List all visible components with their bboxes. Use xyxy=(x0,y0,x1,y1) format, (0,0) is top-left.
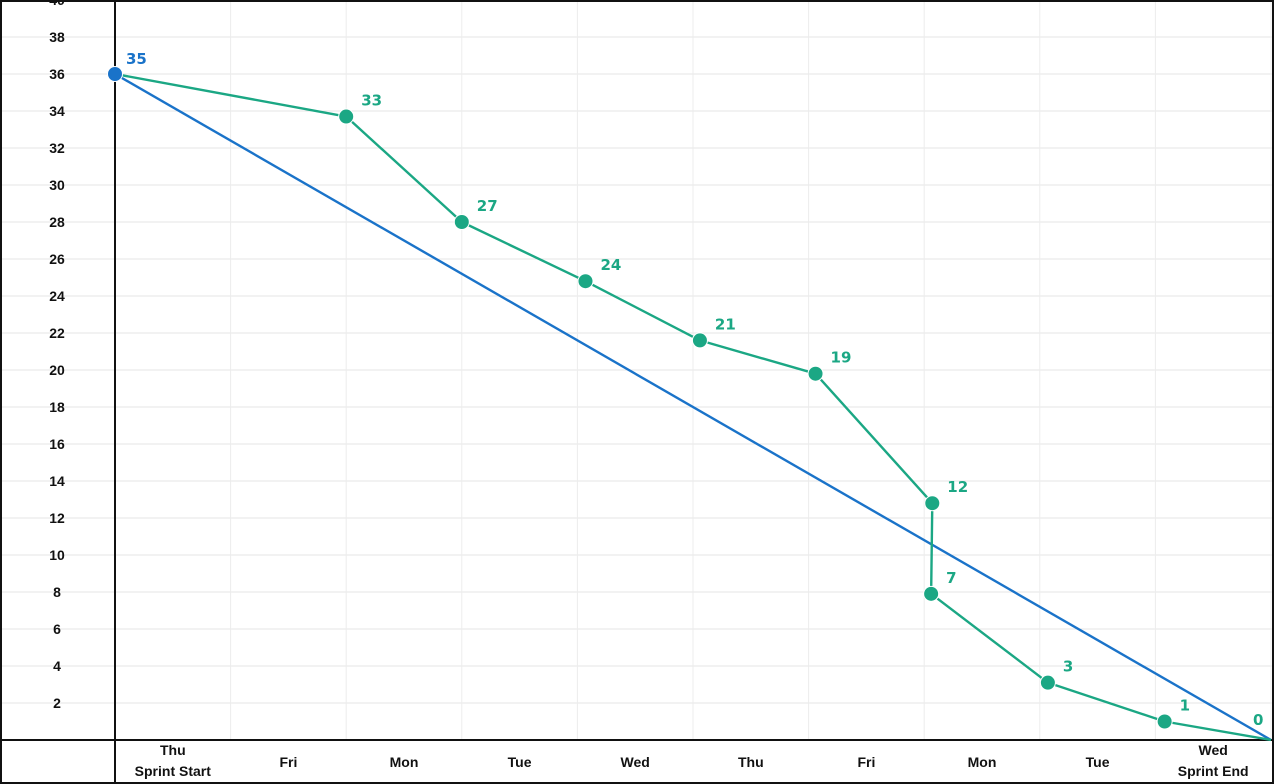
actual-point xyxy=(338,108,355,125)
y-tick-label: 10 xyxy=(49,547,65,563)
x-tick-label: Tue xyxy=(508,754,532,770)
x-tick-label: Fri xyxy=(279,754,297,770)
y-tick-label: 14 xyxy=(49,473,65,489)
y-tick-label: 24 xyxy=(49,288,65,304)
y-tick-label: 36 xyxy=(49,66,65,82)
x-tick-label: Wed xyxy=(621,754,650,770)
actual-data-label: 0 xyxy=(1253,711,1263,729)
y-tick-label: 20 xyxy=(49,362,65,378)
y-tick-label: 22 xyxy=(49,325,65,341)
y-tick-label: 38 xyxy=(49,29,65,45)
grid-lines xyxy=(0,0,1274,740)
x-tick-label: Thu xyxy=(738,754,764,770)
y-tick-label: 40 xyxy=(49,0,65,8)
x-tick-label-line: Wed xyxy=(1199,742,1228,758)
x-tick-label-line: Sprint End xyxy=(1178,763,1249,779)
x-tick-label: Thu Sprint Start xyxy=(135,742,212,779)
x-tick-label: Fri xyxy=(857,754,875,770)
x-tick-label-line: Sprint Start xyxy=(135,763,212,779)
series-line xyxy=(114,72,1272,742)
y-tick-label: 26 xyxy=(49,251,65,267)
x-tick-label: Mon xyxy=(390,754,419,770)
actual-point xyxy=(691,332,708,349)
actual-point xyxy=(1156,713,1173,730)
y-tick-label: 32 xyxy=(49,140,65,156)
y-tick-label: 4 xyxy=(53,658,61,674)
y-tick-label: 8 xyxy=(53,584,61,600)
actual-point xyxy=(577,273,594,290)
actual-point xyxy=(1039,674,1056,691)
actual-data-label: 19 xyxy=(831,349,852,367)
actual-data-label: 12 xyxy=(947,478,968,496)
y-tick-label: 18 xyxy=(49,399,65,415)
x-tick-labels: Thu Sprint Start Fri Mon Tue Wed Thu Fri Mon Tue W… xyxy=(135,742,1249,779)
y-tick-label: 16 xyxy=(49,436,65,452)
x-tick-label-line: Thu xyxy=(160,742,186,758)
actual-point xyxy=(923,585,940,602)
actual-point xyxy=(453,214,470,230)
ideal-data-label: 35 xyxy=(126,50,147,68)
actual-point xyxy=(924,495,941,512)
y-tick-label: 2 xyxy=(53,695,61,711)
series-group: 33 27 24 21 19 12 7 3 1 0 35 xyxy=(107,50,1272,742)
actual-data-label: 3 xyxy=(1063,658,1073,676)
y-tick-label: 30 xyxy=(49,177,65,193)
y-tick-label: 6 xyxy=(53,621,61,637)
actual-data-label: 27 xyxy=(477,197,498,215)
ideal-start-point xyxy=(107,66,123,82)
actual-data-label: 7 xyxy=(946,569,956,587)
actual-point xyxy=(807,365,824,382)
actual-data-label: 33 xyxy=(361,92,382,110)
y-tick-label: 34 xyxy=(49,103,65,119)
x-tick-label: Wed Sprint End xyxy=(1178,742,1249,779)
x-tick-label: Mon xyxy=(968,754,997,770)
actual-data-label: 1 xyxy=(1180,697,1190,715)
y-tick-label: 28 xyxy=(49,214,65,230)
y-tick-label: 12 xyxy=(49,510,65,526)
actual-data-label: 24 xyxy=(600,256,621,274)
actual-data-label: 21 xyxy=(715,315,736,333)
x-tick-label: Tue xyxy=(1086,754,1110,770)
